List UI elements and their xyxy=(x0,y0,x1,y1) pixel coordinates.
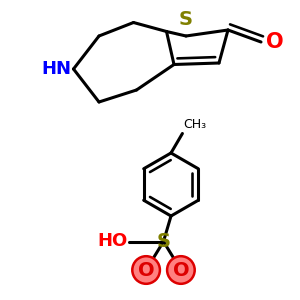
Text: HO: HO xyxy=(97,232,128,250)
Circle shape xyxy=(132,256,160,284)
Circle shape xyxy=(167,256,195,284)
Text: O: O xyxy=(138,260,154,280)
Text: O: O xyxy=(266,32,284,52)
Text: S: S xyxy=(157,232,170,251)
Text: CH₃: CH₃ xyxy=(184,118,207,131)
Text: O: O xyxy=(172,260,189,280)
Text: HN: HN xyxy=(41,60,71,78)
Text: S: S xyxy=(179,11,193,29)
